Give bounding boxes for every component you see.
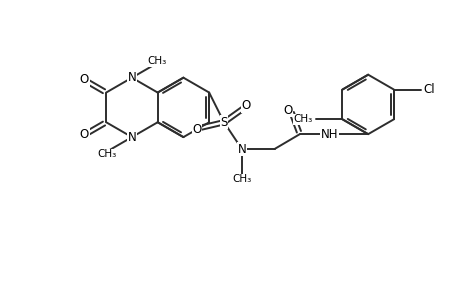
Text: CH₃: CH₃ bbox=[293, 114, 312, 124]
Text: Cl: Cl bbox=[423, 83, 434, 96]
Text: CH₃: CH₃ bbox=[97, 149, 116, 160]
Text: NH: NH bbox=[320, 128, 337, 141]
Text: N: N bbox=[237, 142, 246, 155]
Text: N: N bbox=[127, 71, 136, 84]
Text: O: O bbox=[241, 99, 250, 112]
Text: CH₃: CH₃ bbox=[232, 174, 251, 184]
Text: O: O bbox=[79, 74, 89, 86]
Text: CH₃: CH₃ bbox=[147, 56, 166, 66]
Text: O: O bbox=[79, 128, 89, 141]
Text: S: S bbox=[220, 116, 227, 129]
Text: O: O bbox=[192, 123, 201, 136]
Text: O: O bbox=[283, 104, 292, 117]
Text: N: N bbox=[127, 130, 136, 144]
